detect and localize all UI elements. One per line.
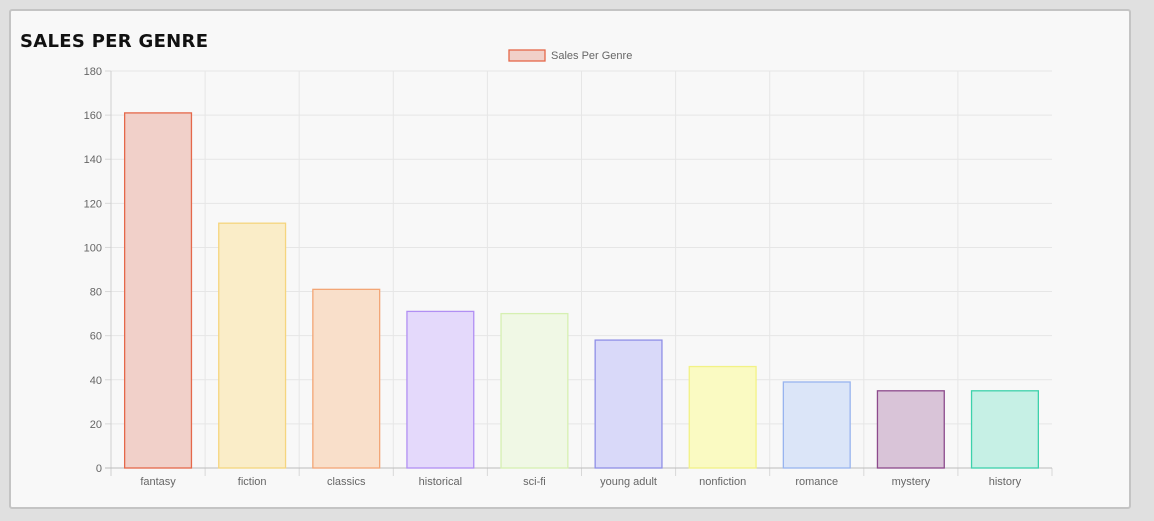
x-tick-label: romance: [795, 476, 838, 488]
y-tick-label: 60: [90, 331, 102, 343]
x-tick-label: classics: [327, 476, 366, 488]
x-tick-label: mystery: [892, 476, 931, 488]
bar-nonfiction: [688, 365, 757, 469]
x-tick-label: sci-fi: [523, 476, 546, 488]
y-tick-label: 40: [90, 375, 102, 387]
bar-fantasy: [123, 112, 193, 469]
x-tick-label: historical: [419, 476, 462, 488]
chart-title: SALES PER GENRE: [20, 31, 209, 52]
bar-history: [970, 390, 1040, 469]
x-tick-label: nonfiction: [699, 476, 746, 488]
x-tick-label: history: [989, 476, 1022, 488]
y-tick-label: 80: [90, 287, 102, 299]
y-tick-label: 20: [90, 419, 102, 431]
y-tick-label: 160: [84, 110, 102, 122]
x-tick-label: fantasy: [140, 476, 176, 488]
legend-label: Sales Per Genre: [551, 50, 632, 62]
x-tick-label: fiction: [238, 476, 267, 488]
legend-swatch: [508, 49, 546, 62]
chart-panel: SALES PER GENRE: [9, 9, 1131, 509]
y-tick-label: 120: [84, 198, 102, 210]
bar-young-adult: [594, 339, 663, 469]
bar-historical: [406, 310, 475, 469]
y-tick-label: 180: [84, 66, 102, 78]
y-tick-label: 0: [96, 463, 102, 475]
y-tick-label: 100: [84, 242, 102, 254]
bar-sci-fi: [500, 312, 569, 469]
bar-classics: [312, 288, 381, 469]
bar-mystery: [876, 390, 945, 469]
y-tick-label: 140: [84, 154, 102, 166]
x-tick-label: young adult: [600, 476, 657, 488]
bar-romance: [782, 381, 851, 469]
bar-fiction: [218, 222, 287, 469]
